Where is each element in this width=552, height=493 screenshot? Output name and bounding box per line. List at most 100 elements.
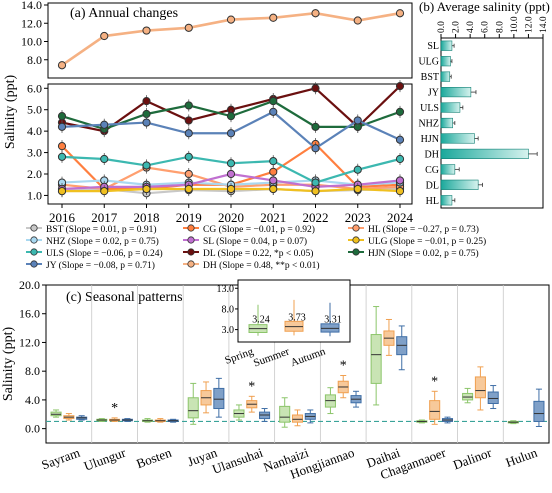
data-point (226, 169, 236, 179)
significance-star: * (248, 379, 255, 394)
legend-label: DL (Slope = 0.22, *p < 0.05) (203, 248, 313, 259)
data-point (100, 31, 109, 41)
data-point (57, 152, 67, 161)
data-point (269, 176, 278, 185)
data-point (57, 112, 67, 121)
panel-b-title: (b) Average salinity (ppt) (419, 0, 550, 14)
x-tick-label: 2024 (387, 210, 414, 225)
data-point (353, 165, 362, 174)
x-tick-label: 2016 (49, 210, 76, 225)
data-point (100, 120, 109, 129)
data-point (311, 178, 320, 187)
bar-nhz (440, 117, 453, 129)
data-point (57, 142, 67, 151)
x-tick-label: 14.0 (539, 16, 549, 33)
x-tick-label: 2021 (260, 210, 286, 225)
y-tick-label: 12.0 (19, 335, 40, 349)
data-point (226, 129, 236, 138)
data-point (184, 101, 193, 110)
legend-swatch-marker (187, 260, 195, 268)
x-tick-label: 2019 (176, 210, 202, 225)
y-tick-label: 5.0 (27, 103, 42, 117)
panel-a-legend: BST (Slope = 0.01, p = 0.91) CG (Slope = … (26, 224, 486, 271)
data-point (353, 16, 362, 25)
y-tick-label: 8.0 (25, 364, 40, 378)
data-point (353, 184, 362, 194)
data-point (184, 184, 193, 194)
bar-dh (440, 148, 529, 159)
panel-a-top-axis: 8.0 10.0 12.0 14.0 (21, 0, 48, 67)
bar-bst (440, 71, 451, 82)
y-tick-label: 8.0 (27, 53, 42, 67)
y-tick-label: 1.0 (27, 188, 42, 202)
category-label: Sayram (39, 445, 81, 473)
x-tick-label: 8.0 (495, 21, 505, 33)
data-point (311, 122, 320, 131)
significance-star: * (111, 401, 118, 416)
category-label: Dalinor (451, 444, 494, 472)
box-dalinor-summer (474, 376, 486, 399)
legend-label: DH (Slope = 0.48, **p < 0.01) (203, 260, 320, 271)
average-salinity-panel: (b) Average salinity (ppt) 0.0 2.0 4.0 6.0 8… (418, 0, 550, 209)
legend-swatch-marker (352, 236, 360, 244)
data-point (142, 26, 151, 35)
x-tick-label: 2022 (303, 210, 329, 225)
data-point (311, 144, 320, 153)
category-label: Ulungur (82, 444, 128, 473)
panel-c-title: (c) Seasonal patterns (66, 290, 183, 305)
bar-hjn (440, 133, 475, 144)
legend-swatch-marker (187, 224, 195, 232)
box-chagannaoer-summer (429, 400, 441, 420)
y-tick-label: 4.0 (25, 393, 40, 407)
panel-c-inset: 3.0 8.0 13.0 3.24 Spring 3.73 Summer 3.31 Autumn (217, 279, 351, 370)
x-tick-label: 2023 (345, 210, 371, 225)
data-point (184, 169, 193, 179)
data-point (311, 9, 320, 18)
data-point (353, 116, 362, 125)
inset-median-label: 3.24 (252, 315, 270, 326)
legend-swatch-marker (30, 224, 38, 232)
inset-median-label: 3.73 (288, 313, 306, 324)
x-tick-label: 4.0 (466, 21, 476, 33)
legend-label: JY (Slope = −0.08, p = 0.71) (46, 260, 155, 271)
category-label: CG (425, 165, 439, 176)
bar-sl (440, 40, 453, 51)
inset-y-tick-label: 8.0 (222, 304, 235, 315)
legend-swatch-marker (352, 248, 360, 256)
data-point (226, 15, 236, 24)
legend-label: SL (Slope = 0.04, p = 0.07) (203, 236, 307, 247)
y-tick-label: 6.0 (27, 81, 42, 95)
x-tick-label: 6.0 (481, 21, 491, 33)
panel-a-top-frame (47, 2, 413, 79)
data-point (100, 154, 109, 164)
bar-uls (440, 102, 461, 113)
legend-swatch-marker (30, 236, 38, 244)
y-tick-label: 4.0 (27, 124, 42, 138)
data-point (142, 97, 151, 106)
inset-y-tick-label: 13.0 (217, 284, 235, 295)
bar-dl (440, 179, 479, 190)
category-label: JY (428, 88, 439, 99)
bar-hl (440, 195, 453, 206)
category-label: DH (425, 149, 439, 160)
legend-label: CG (Slope = −0.01, p = 0.92) (203, 224, 315, 235)
panel-a-ylabel: Salinity (ppt) (3, 75, 18, 150)
data-point (269, 13, 278, 22)
legend-label: NHZ (Slope = 0.02, p = 0.75) (46, 236, 159, 247)
data-point (311, 187, 320, 196)
data-point (226, 184, 236, 194)
data-point (269, 107, 278, 116)
legend-label: HL (Slope = −0.27, p = 0.73) (368, 224, 479, 235)
panel-c-boxes: * * * * (50, 306, 545, 428)
legend-swatch-marker (30, 260, 38, 268)
data-point (184, 152, 193, 161)
box-dalinor-autumn (487, 391, 499, 405)
legend-swatch-marker (187, 236, 195, 244)
inset-y-tick-label: 3.0 (222, 325, 235, 336)
legend-label: ULG (Slope = −0.01, p = 0.25) (368, 236, 486, 247)
category-label: BST (421, 72, 439, 83)
x-tick-label: 2.0 (452, 21, 462, 33)
category-label: SL (427, 41, 439, 52)
legend-swatch-marker (187, 248, 195, 256)
